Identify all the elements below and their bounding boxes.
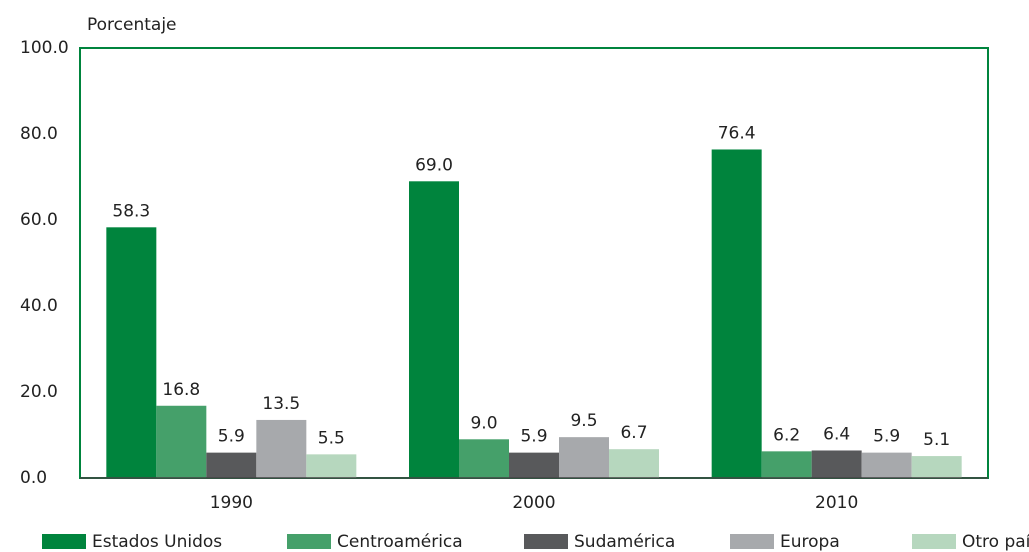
bar <box>761 451 812 478</box>
data-label: 5.9 <box>218 427 245 447</box>
legend-swatch <box>287 534 331 549</box>
data-label: 5.1 <box>923 430 950 450</box>
legend-label: Otro país <box>962 532 1029 552</box>
bar <box>206 452 257 478</box>
data-label: 58.3 <box>112 201 150 221</box>
data-label: 6.4 <box>823 424 850 444</box>
bar <box>306 454 357 478</box>
legend-swatch <box>912 534 956 549</box>
bar <box>559 437 609 478</box>
data-label: 16.8 <box>162 380 200 400</box>
x-tick-label: 1990 <box>210 493 253 513</box>
bar <box>861 452 912 478</box>
legend-swatch <box>524 534 568 549</box>
y-tick-label: 40.0 <box>20 296 58 316</box>
data-label: 13.5 <box>262 394 300 414</box>
legend-label: Centroamérica <box>337 532 463 552</box>
data-label: 69.0 <box>415 155 453 175</box>
data-label: 5.9 <box>873 427 900 447</box>
bar <box>811 450 862 478</box>
bar <box>156 405 207 478</box>
data-label: 5.5 <box>318 428 345 448</box>
y-axis-label: Porcentaje <box>87 15 177 35</box>
legend-label: Europa <box>780 532 840 552</box>
x-tick-label: 2010 <box>815 493 858 513</box>
data-label: 76.4 <box>718 123 756 143</box>
y-tick-label: 60.0 <box>20 210 58 230</box>
bar <box>911 456 962 478</box>
x-tick-label: 2000 <box>512 493 555 513</box>
bar <box>256 419 307 478</box>
bar <box>106 227 157 478</box>
y-tick-label: 100.0 <box>20 38 69 58</box>
legend-label: Sudamérica <box>574 532 675 552</box>
bar <box>609 449 659 478</box>
bar <box>711 149 762 479</box>
data-label: 6.2 <box>773 425 800 445</box>
legend-label: Estados Unidos <box>92 532 222 552</box>
data-label: 6.7 <box>620 423 647 443</box>
bar <box>509 452 559 478</box>
y-tick-label: 80.0 <box>20 124 58 144</box>
data-label: 9.5 <box>570 411 597 431</box>
data-label: 5.9 <box>520 427 547 447</box>
legend-swatch <box>42 534 86 549</box>
plot-frame <box>79 47 989 479</box>
bar <box>459 439 509 478</box>
legend-swatch <box>730 534 774 549</box>
bar <box>409 181 459 479</box>
y-tick-label: 20.0 <box>20 382 58 402</box>
data-label: 9.0 <box>470 413 497 433</box>
y-tick-label: 0.0 <box>20 468 47 488</box>
